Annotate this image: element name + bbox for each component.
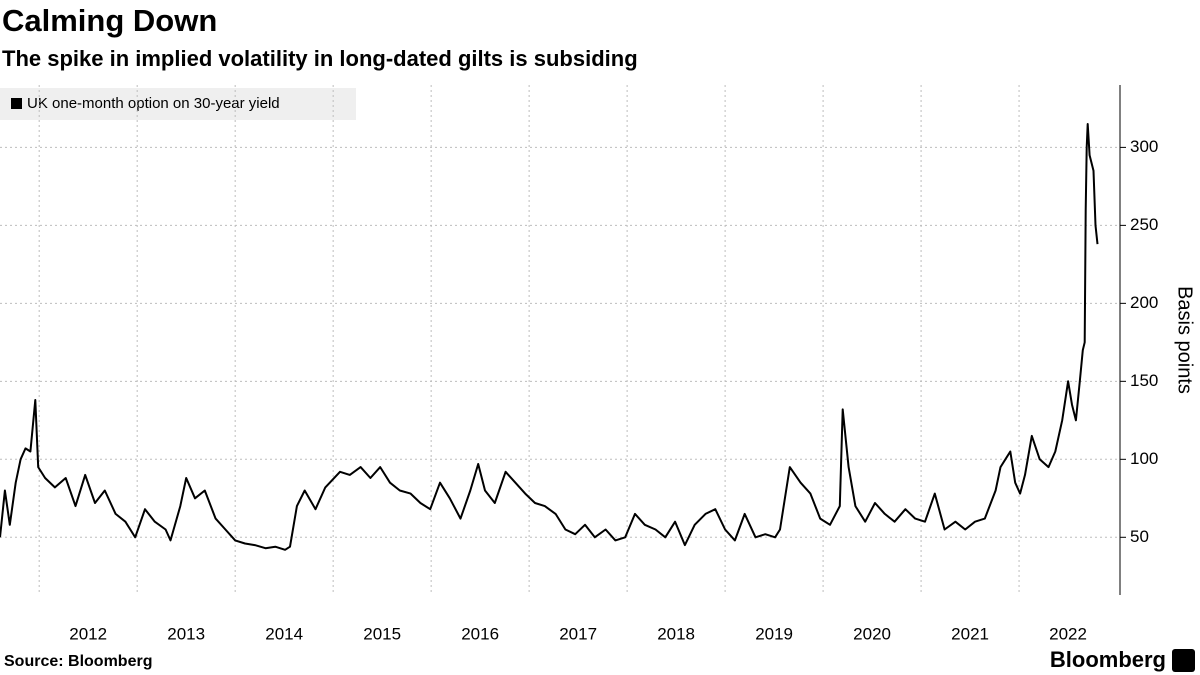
legend-label: UK one-month option on 30-year yield xyxy=(27,95,280,112)
y-tick-label: 200 xyxy=(1130,293,1158,312)
y-axis-label: Basis points xyxy=(1174,286,1196,394)
brand: Bloomberg xyxy=(1050,647,1166,672)
x-tick-label: 2021 xyxy=(951,624,989,643)
x-tick-label: 2014 xyxy=(265,624,303,643)
chart-title: Calming Down xyxy=(2,3,217,38)
x-tick-label: 2012 xyxy=(69,624,107,643)
x-tick-label: 2015 xyxy=(363,624,401,643)
brand-icon xyxy=(1172,649,1195,672)
x-tick-label: 2019 xyxy=(755,624,793,643)
legend-box xyxy=(0,88,356,120)
y-tick-label: 100 xyxy=(1130,449,1158,468)
y-tick-label: 150 xyxy=(1130,371,1158,390)
legend-swatch xyxy=(11,98,22,109)
source: Source: Bloomberg xyxy=(4,653,152,670)
x-tick-label: 2017 xyxy=(559,624,597,643)
y-tick-label: 300 xyxy=(1130,137,1158,156)
chart-subtitle: The spike in implied volatility in long-… xyxy=(2,46,638,71)
x-tick-label: 2013 xyxy=(167,624,205,643)
x-tick-label: 2020 xyxy=(853,624,891,643)
x-tick-label: 2016 xyxy=(461,624,499,643)
x-tick-label: 2018 xyxy=(657,624,695,643)
x-tick-label: 2022 xyxy=(1049,624,1087,643)
y-tick-label: 50 xyxy=(1130,527,1149,546)
y-tick-label: 250 xyxy=(1130,215,1158,234)
line xyxy=(0,123,1099,551)
